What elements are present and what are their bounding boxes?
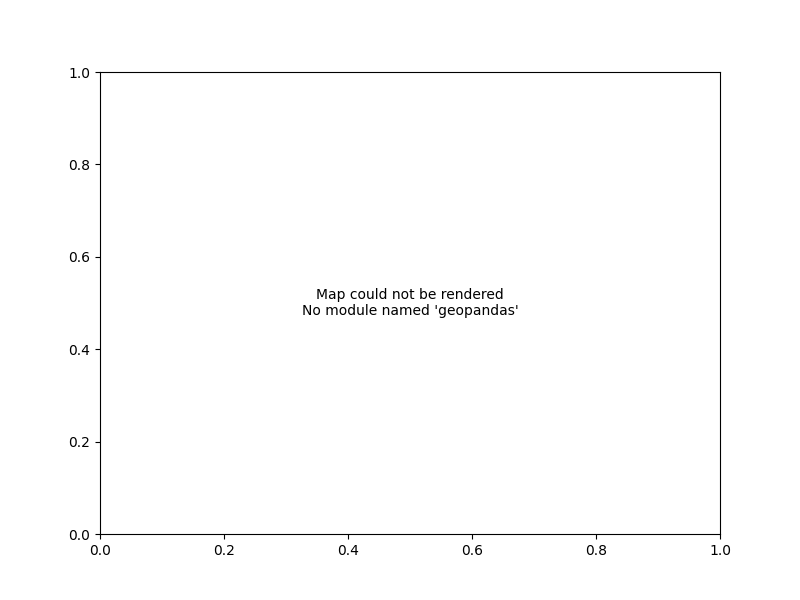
Text: Map could not be rendered
No module named 'geopandas': Map could not be rendered No module name…: [302, 288, 518, 318]
